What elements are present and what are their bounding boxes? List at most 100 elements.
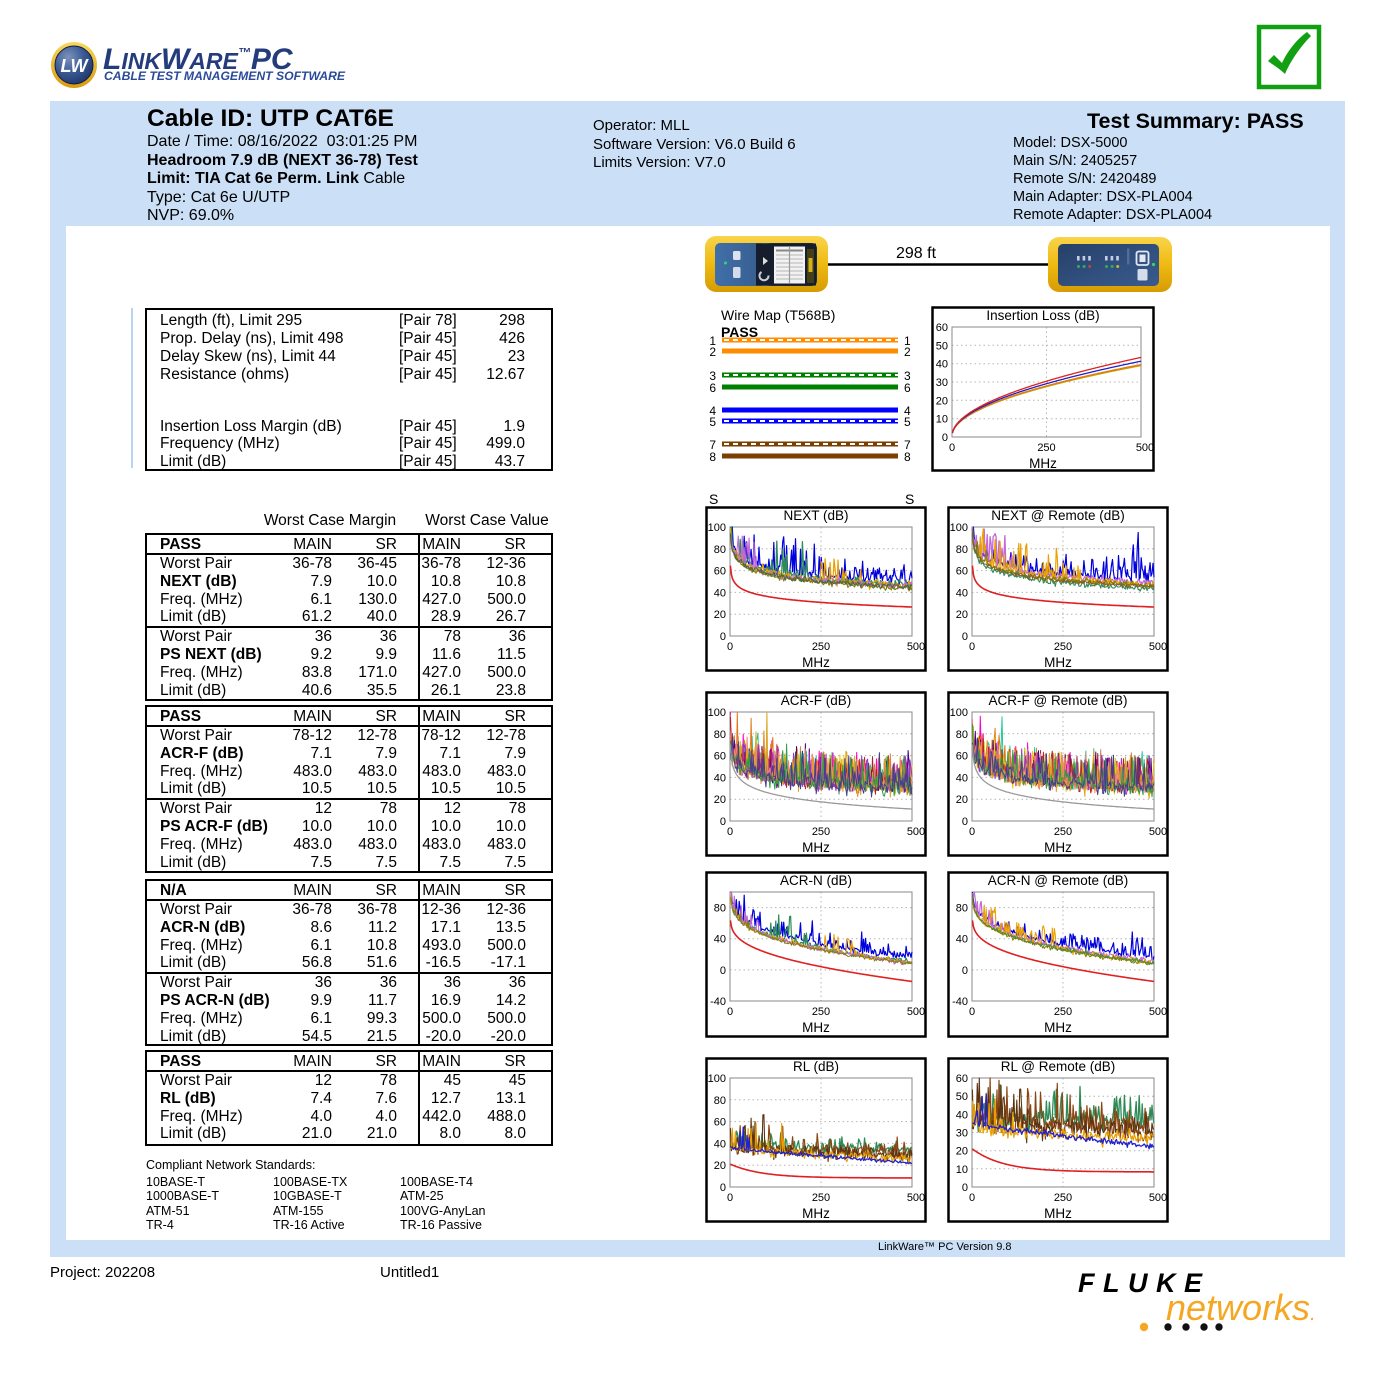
svg-text:0: 0 bbox=[962, 631, 968, 643]
svg-text:100: 100 bbox=[950, 707, 968, 719]
svg-text:100: 100 bbox=[708, 522, 726, 534]
svg-text:250: 250 bbox=[1054, 826, 1072, 838]
svg-text:298 ft: 298 ft bbox=[896, 245, 937, 262]
svg-text:Wire Map (T568B): Wire Map (T568B) bbox=[721, 307, 835, 323]
svg-text:-40: -40 bbox=[710, 996, 726, 1008]
svg-text:500: 500 bbox=[1149, 641, 1167, 653]
svg-text:20: 20 bbox=[714, 1160, 726, 1172]
svg-text:6: 6 bbox=[904, 381, 911, 395]
svg-text:60: 60 bbox=[956, 1073, 968, 1085]
svg-text:40: 40 bbox=[714, 934, 726, 946]
svg-text:0: 0 bbox=[727, 826, 733, 838]
svg-text:80: 80 bbox=[956, 544, 968, 556]
svg-text:500: 500 bbox=[1136, 442, 1154, 454]
svg-text:3: 3 bbox=[709, 369, 716, 383]
svg-text:20: 20 bbox=[714, 609, 726, 621]
svg-text:0: 0 bbox=[727, 641, 733, 653]
svg-text:ACR-N @ Remote (dB): ACR-N @ Remote (dB) bbox=[988, 873, 1128, 888]
svg-text:0: 0 bbox=[962, 965, 968, 977]
svg-text:8: 8 bbox=[904, 450, 911, 464]
svg-text:MHz: MHz bbox=[1044, 655, 1072, 670]
svg-text:MHz: MHz bbox=[1029, 456, 1057, 471]
svg-text:RL (dB): RL (dB) bbox=[793, 1059, 839, 1074]
svg-text:60: 60 bbox=[956, 566, 968, 578]
svg-text:40: 40 bbox=[956, 587, 968, 599]
svg-text:ACR-N (dB): ACR-N (dB) bbox=[780, 873, 852, 888]
svg-text:0: 0 bbox=[720, 1182, 726, 1194]
svg-text:80: 80 bbox=[714, 729, 726, 741]
svg-text:500: 500 bbox=[1149, 1192, 1167, 1204]
svg-text:100: 100 bbox=[950, 522, 968, 534]
svg-text:80: 80 bbox=[714, 1095, 726, 1107]
svg-text:MHz: MHz bbox=[1044, 1020, 1072, 1035]
svg-text:500: 500 bbox=[907, 826, 925, 838]
svg-text:250: 250 bbox=[1037, 442, 1055, 454]
svg-text:0: 0 bbox=[962, 1182, 968, 1194]
svg-text:40: 40 bbox=[714, 1138, 726, 1150]
svg-text:250: 250 bbox=[812, 1006, 830, 1018]
svg-text:0: 0 bbox=[727, 1006, 733, 1018]
svg-text:40: 40 bbox=[956, 1109, 968, 1121]
svg-text:2: 2 bbox=[904, 345, 911, 359]
svg-text:4: 4 bbox=[904, 404, 911, 418]
svg-text:500: 500 bbox=[907, 1192, 925, 1204]
svg-text:1: 1 bbox=[709, 334, 716, 348]
svg-text:LW: LW bbox=[61, 56, 90, 76]
svg-text:100: 100 bbox=[708, 707, 726, 719]
svg-text:-40: -40 bbox=[952, 996, 968, 1008]
svg-text:50: 50 bbox=[936, 340, 948, 352]
svg-text:20: 20 bbox=[714, 794, 726, 806]
svg-text:40: 40 bbox=[936, 359, 948, 371]
svg-text:10: 10 bbox=[956, 1164, 968, 1176]
svg-text:80: 80 bbox=[714, 903, 726, 915]
svg-text:4: 4 bbox=[709, 404, 716, 418]
svg-text:20: 20 bbox=[936, 395, 948, 407]
svg-text:1: 1 bbox=[904, 334, 911, 348]
svg-text:40: 40 bbox=[956, 934, 968, 946]
svg-text:80: 80 bbox=[956, 729, 968, 741]
svg-text:30: 30 bbox=[956, 1128, 968, 1140]
svg-text:250: 250 bbox=[1054, 1006, 1072, 1018]
svg-text:MHz: MHz bbox=[802, 1206, 830, 1221]
svg-text:30: 30 bbox=[936, 377, 948, 389]
svg-text:ACR-F @ Remote (dB): ACR-F @ Remote (dB) bbox=[989, 693, 1128, 708]
svg-text:5: 5 bbox=[904, 415, 911, 429]
svg-text:60: 60 bbox=[714, 751, 726, 763]
svg-text:250: 250 bbox=[812, 1192, 830, 1204]
svg-text:500: 500 bbox=[907, 1006, 925, 1018]
svg-text:8: 8 bbox=[709, 450, 716, 464]
svg-text:80: 80 bbox=[714, 544, 726, 556]
svg-text:60: 60 bbox=[714, 566, 726, 578]
svg-text:5: 5 bbox=[709, 415, 716, 429]
svg-text:MHz: MHz bbox=[802, 840, 830, 855]
svg-text:500: 500 bbox=[1149, 826, 1167, 838]
svg-text:3: 3 bbox=[904, 369, 911, 383]
svg-text:0: 0 bbox=[720, 631, 726, 643]
svg-text:6: 6 bbox=[709, 381, 716, 395]
svg-text:0: 0 bbox=[949, 442, 955, 454]
svg-text:40: 40 bbox=[714, 772, 726, 784]
svg-text:250: 250 bbox=[1054, 641, 1072, 653]
svg-text:250: 250 bbox=[812, 826, 830, 838]
svg-text:60: 60 bbox=[714, 1117, 726, 1129]
svg-text:RL @ Remote (dB): RL @ Remote (dB) bbox=[1001, 1059, 1116, 1074]
svg-text:0: 0 bbox=[720, 965, 726, 977]
svg-text:20: 20 bbox=[956, 609, 968, 621]
svg-text:500: 500 bbox=[1149, 1006, 1167, 1018]
svg-text:MHz: MHz bbox=[1044, 840, 1072, 855]
svg-text:NEXT (dB): NEXT (dB) bbox=[783, 508, 848, 523]
svg-text:Insertion Loss (dB): Insertion Loss (dB) bbox=[986, 308, 1099, 323]
svg-text:60: 60 bbox=[936, 322, 948, 334]
svg-text:250: 250 bbox=[812, 641, 830, 653]
svg-text:MHz: MHz bbox=[1044, 1206, 1072, 1221]
svg-text:500: 500 bbox=[907, 641, 925, 653]
svg-text:50: 50 bbox=[956, 1091, 968, 1103]
svg-text:10: 10 bbox=[936, 414, 948, 426]
svg-text:0: 0 bbox=[969, 1006, 975, 1018]
svg-text:40: 40 bbox=[956, 772, 968, 784]
svg-text:NEXT @ Remote (dB): NEXT @ Remote (dB) bbox=[991, 508, 1125, 523]
svg-text:80: 80 bbox=[956, 903, 968, 915]
svg-text:ACR-F (dB): ACR-F (dB) bbox=[781, 693, 852, 708]
svg-text:60: 60 bbox=[956, 751, 968, 763]
svg-text:0: 0 bbox=[969, 826, 975, 838]
